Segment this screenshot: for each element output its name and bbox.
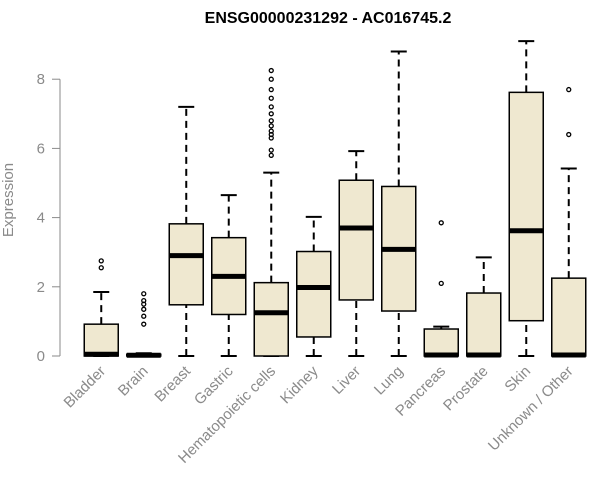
outlier-point [98, 258, 104, 264]
box-rect [338, 179, 374, 301]
outlier-point [268, 111, 274, 117]
x-tick-label: Kidney [277, 362, 322, 407]
outlier-point [268, 128, 274, 134]
box-lung [381, 50, 417, 357]
box-liver [338, 150, 374, 357]
outlier-point [268, 76, 274, 82]
outlier-point [141, 291, 147, 297]
outlier-point [141, 297, 147, 304]
x-tick-label: Liver [329, 363, 364, 398]
box-bladder [83, 258, 119, 357]
outlier-point [268, 152, 274, 158]
outlier-point [268, 118, 274, 124]
outlier-point [98, 265, 104, 271]
outlier-point [438, 220, 444, 226]
y-tick-label: 0 [37, 348, 45, 365]
outlier-point [268, 104, 274, 110]
box-breast [168, 105, 204, 357]
box-rect [253, 281, 289, 357]
outlier-point [268, 147, 274, 153]
box-rect [551, 277, 587, 357]
outlier-point [141, 313, 147, 319]
y-tick-label: 6 [37, 140, 45, 157]
x-tick-label: Bladder [60, 363, 109, 412]
x-tick-label: Breast [151, 362, 194, 405]
box-brain [126, 291, 162, 358]
y-axis-label: Expression [0, 163, 17, 237]
box-gastric [211, 194, 247, 357]
box-skin [508, 40, 544, 357]
outlier-point [268, 123, 274, 129]
plot-area [83, 40, 587, 358]
chart-title: ENSG00000231292 - AC016745.2 [205, 10, 452, 27]
outlier-point [268, 86, 274, 93]
y-tick-label: 2 [37, 279, 45, 296]
box-rect [466, 292, 502, 357]
box-unknown-other [551, 86, 587, 358]
outlier-point [438, 280, 444, 286]
y-axis-ticks: 0 2 4 6 8 [37, 71, 60, 365]
x-tick-label: Skin [501, 363, 534, 396]
box-rect [423, 328, 459, 357]
outlier-point [566, 131, 572, 138]
outlier-point [566, 86, 572, 93]
x-tick-label: Prostate [440, 363, 492, 415]
x-tick-label: Lung [371, 363, 407, 399]
box-pancreas [423, 220, 459, 358]
box-rect [168, 223, 204, 306]
outlier-point [268, 95, 274, 101]
y-tick-label: 8 [37, 71, 45, 88]
box-prostate [466, 256, 502, 358]
y-tick-label: 4 [37, 210, 45, 227]
box-rect [83, 323, 119, 357]
box-rect [296, 250, 332, 338]
box-hematopoietic-cells [253, 67, 289, 357]
outlier-point [268, 67, 274, 74]
box-rect [508, 91, 544, 322]
box-kidney [296, 215, 332, 357]
outlier-point [141, 321, 147, 327]
x-tick-label: Brain [115, 363, 152, 400]
outlier-point [141, 306, 147, 312]
